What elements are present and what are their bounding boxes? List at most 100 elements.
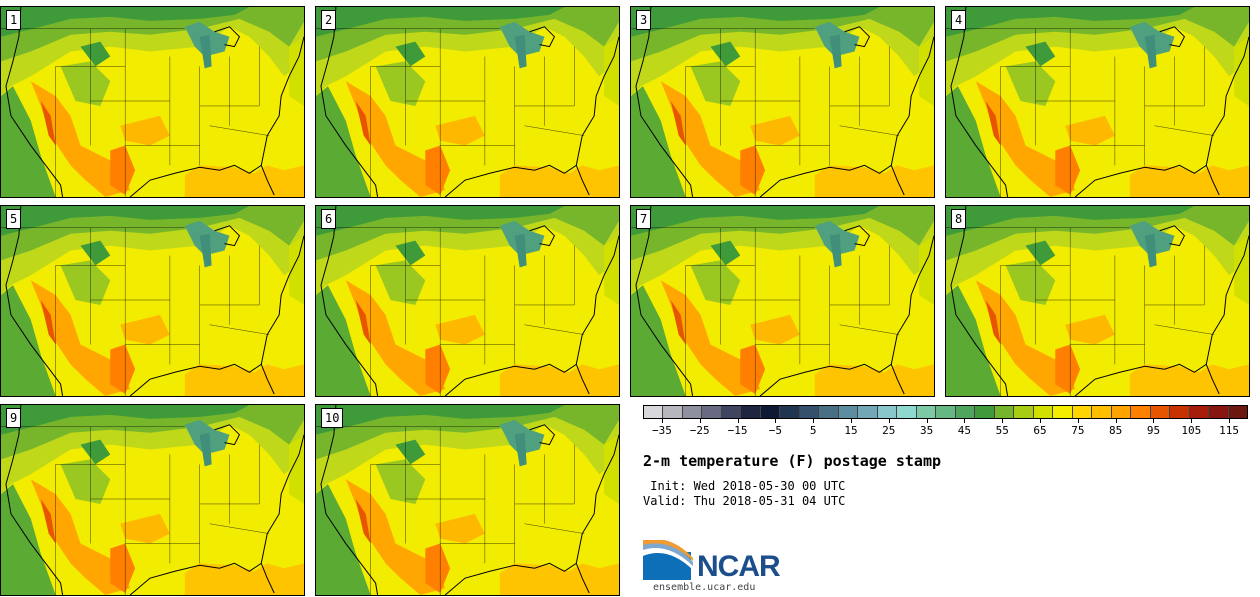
website-url: ensemble.ucar.edu <box>653 582 756 593</box>
colorbar-tick <box>737 419 739 423</box>
valid-time: Valid: Thu 2018-05-31 04 UTC <box>643 494 846 508</box>
colorbar-tick-label: 65 <box>1033 424 1047 437</box>
colorbar-tick <box>1115 419 1117 423</box>
postage-stamp-6: 6 <box>315 205 620 397</box>
colorbar-cell <box>760 406 781 418</box>
temperature-map <box>316 206 619 396</box>
colorbar-tick-label: 85 <box>1109 424 1123 437</box>
stamp-number-label: 5 <box>6 209 22 229</box>
temperature-map <box>316 405 619 595</box>
temperature-map <box>631 206 934 396</box>
colorbar-tick-label: 105 <box>1181 424 1202 437</box>
postage-stamp-7: 7 <box>630 205 935 397</box>
colorbar-tick <box>1077 419 1079 423</box>
colorbar-tick <box>775 419 777 423</box>
colorbar-cell <box>780 406 800 418</box>
colorbar-cell <box>955 406 976 418</box>
temperature-colorbar <box>643 405 1248 419</box>
temperature-map <box>1 405 304 595</box>
colorbar-tick <box>850 419 852 423</box>
colorbar-cell <box>644 406 664 418</box>
colorbar-cell <box>1111 406 1132 418</box>
temperature-map <box>1 206 304 396</box>
stamp-number-label: 2 <box>321 10 337 30</box>
colorbar-tick-label: −15 <box>727 424 748 437</box>
colorbar-cell <box>838 406 859 418</box>
colorbar-cell <box>663 406 683 418</box>
ncar-logo-icon <box>643 540 693 580</box>
stamp-number-label: 1 <box>6 10 22 30</box>
colorbar-cell <box>1092 406 1112 418</box>
temperature-map <box>316 7 619 197</box>
temperature-map <box>946 206 1249 396</box>
colorbar-tick-label: 15 <box>844 424 858 437</box>
temperature-map <box>631 7 934 197</box>
colorbar-tick <box>813 419 815 423</box>
colorbar-tick <box>1040 419 1042 423</box>
stamp-number-label: 8 <box>951 209 967 229</box>
colorbar-cell <box>819 406 839 418</box>
colorbar-cell <box>1014 406 1034 418</box>
colorbar-tick-label: 25 <box>882 424 896 437</box>
colorbar-cell <box>994 406 1015 418</box>
colorbar-tick-label: −35 <box>651 424 672 437</box>
colorbar-cell <box>682 406 703 418</box>
stamp-number-label: 10 <box>321 408 344 428</box>
colorbar-tick <box>1191 419 1193 423</box>
colorbar-cell <box>975 406 995 418</box>
colorbar-cell <box>858 406 878 418</box>
colorbar-cell <box>1228 406 1248 418</box>
colorbar-tick <box>699 419 701 423</box>
colorbar-tick-label: 95 <box>1146 424 1161 437</box>
colorbar-cell <box>1170 406 1190 418</box>
colorbar-cell <box>916 406 937 418</box>
colorbar-cell <box>1150 406 1171 418</box>
colorbar-tick <box>926 419 928 423</box>
postage-stamp-1: 1 <box>0 6 305 198</box>
colorbar-cell <box>1033 406 1054 418</box>
colorbar-cell <box>936 406 956 418</box>
colorbar-cell <box>741 406 761 418</box>
colorbar-tick-label: 45 <box>957 424 972 437</box>
colorbar-tick-label: 115 <box>1219 424 1240 437</box>
chart-title: 2-m temperature (F) postage stamp <box>643 452 942 470</box>
colorbar-tick-label: 5 <box>809 424 817 437</box>
colorbar-cell <box>1053 406 1073 418</box>
temperature-map <box>1 7 304 197</box>
postage-stamp-2: 2 <box>315 6 620 198</box>
stamp-number-label: 7 <box>636 209 652 229</box>
colorbar-cell <box>721 406 742 418</box>
stamp-number-label: 4 <box>951 10 967 30</box>
colorbar-tick-label: 75 <box>1071 424 1085 437</box>
colorbar-cell <box>1131 406 1151 418</box>
ncar-logo-text: NCAR <box>697 550 781 583</box>
stamp-number-label: 3 <box>636 10 652 30</box>
colorbar-tick <box>661 419 663 423</box>
colorbar-cell <box>897 406 917 418</box>
postage-stamp-4: 4 <box>945 6 1250 198</box>
colorbar-cell <box>877 406 898 418</box>
temperature-map <box>946 7 1249 197</box>
stamp-number-label: 6 <box>321 209 337 229</box>
colorbar-tick <box>1153 419 1155 423</box>
colorbar-cell <box>1189 406 1210 418</box>
colorbar-cell <box>1072 406 1093 418</box>
colorbar-cell <box>799 406 820 418</box>
stamp-number-label: 9 <box>6 408 22 428</box>
colorbar-tick <box>964 419 966 423</box>
colorbar-tick-label: 55 <box>995 424 1009 437</box>
colorbar-cell <box>702 406 722 418</box>
postage-stamp-10: 10 <box>315 404 620 596</box>
postage-stamp-9: 9 <box>0 404 305 596</box>
colorbar-tick <box>1002 419 1004 423</box>
colorbar-tick-labels: −35 −25 −15 −5 5 15 25 35 45 55 65 75 85 95 105 115 <box>643 419 1248 439</box>
colorbar-cell <box>1209 406 1229 418</box>
colorbar-tick <box>1229 419 1231 423</box>
postage-stamp-5: 5 <box>0 205 305 397</box>
colorbar-tick-label: 35 <box>919 424 934 437</box>
init-time: Init: Wed 2018-05-30 00 UTC <box>643 479 846 493</box>
colorbar-tick-label: −25 <box>689 424 710 437</box>
colorbar-tick-label: −5 <box>768 424 782 437</box>
postage-stamp-8: 8 <box>945 205 1250 397</box>
colorbar-tick <box>888 419 890 423</box>
